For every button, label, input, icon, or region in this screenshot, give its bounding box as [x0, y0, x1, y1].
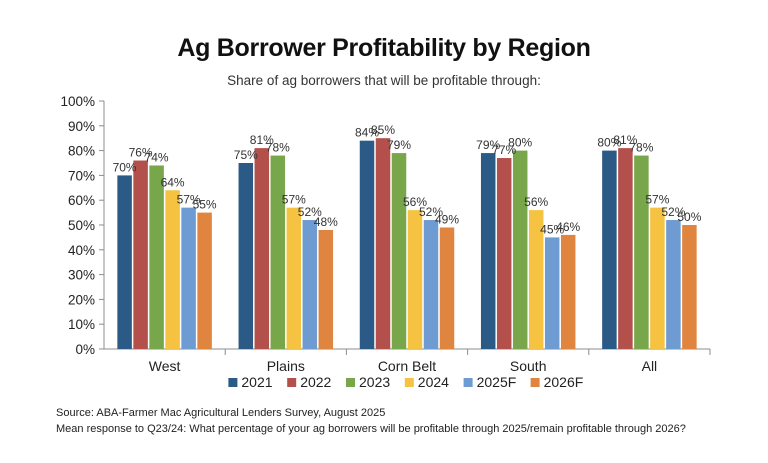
bar — [286, 207, 302, 349]
bar-data-label: 74% — [145, 150, 169, 164]
bar-data-label: 56% — [524, 195, 548, 209]
bar-data-label: 81% — [613, 133, 637, 147]
bar-data-label: 57% — [282, 193, 306, 207]
bar-data-label: 52% — [298, 205, 322, 219]
bar-data-label: 57% — [645, 193, 669, 207]
bar — [496, 158, 512, 349]
y-tick-label: 100% — [60, 94, 95, 109]
chart-axes: 0% 10% 20% 30% 40% 50% 60% 70% 80% 90% 100% West Pla… — [60, 94, 711, 374]
legend-swatch — [404, 378, 414, 387]
y-tick-label: 40% — [68, 243, 95, 258]
bar — [254, 148, 270, 349]
bar — [682, 225, 697, 349]
legend-label: 2021 — [241, 374, 272, 390]
bar-data-label: 49% — [435, 212, 459, 226]
y-tick-label: 90% — [68, 119, 95, 134]
bar — [375, 138, 391, 349]
question-note: Mean response to Q23/24: What percentage… — [56, 423, 686, 435]
bar-data-label: 78% — [629, 141, 653, 155]
bar-data-label: 50% — [677, 210, 701, 224]
bar-data-label: 80% — [508, 136, 532, 150]
bar-data-label: 56% — [403, 195, 427, 209]
bar — [165, 190, 180, 349]
bar-data-label: 70% — [113, 160, 137, 174]
y-tick-label: 0% — [75, 342, 95, 357]
bar-data-label: 76% — [129, 146, 153, 160]
bar-data-label: 57% — [177, 193, 201, 207]
legend-label: 2022 — [300, 374, 331, 390]
bar-data-label: 78% — [266, 141, 290, 155]
bar — [423, 220, 439, 349]
y-tick-label: 10% — [68, 317, 95, 332]
bar — [480, 153, 496, 349]
bar-data-label: 77% — [492, 143, 516, 157]
bar — [149, 165, 164, 349]
legend-label: 2023 — [359, 374, 390, 390]
x-category-label: West — [149, 358, 181, 374]
bar — [666, 220, 681, 349]
chart-data-labels: 70%76%74%64%57%55%75%81%78%57%52%48%84%8… — [113, 123, 702, 236]
bar — [302, 220, 318, 349]
bar — [544, 237, 560, 349]
legend-swatch — [530, 378, 540, 387]
bar — [197, 212, 212, 349]
y-tick-label: 30% — [68, 268, 95, 283]
y-tick-label: 20% — [68, 292, 95, 307]
y-tick-label: 60% — [68, 193, 95, 208]
legend-label: 2025F — [477, 374, 517, 390]
bar — [407, 210, 423, 349]
y-tick-label: 80% — [68, 144, 95, 159]
x-category-label: Plains — [267, 358, 305, 374]
legend-label: 2026F — [544, 374, 584, 390]
legend-swatch — [346, 378, 355, 387]
legend-swatch — [228, 378, 238, 387]
x-category-label: All — [642, 358, 658, 374]
x-category-label: Corn Belt — [378, 358, 436, 374]
bar-data-label: 81% — [250, 133, 274, 147]
bar-data-label: 52% — [419, 205, 443, 219]
bar — [512, 150, 528, 349]
bar-data-label: 48% — [314, 215, 338, 229]
chart-subtitle: Share of ag borrowers that will be profi… — [227, 73, 541, 88]
bar — [439, 227, 455, 349]
bar-data-label: 64% — [161, 175, 185, 189]
chart-title: Ag Borrower Profitability by Region — [177, 34, 591, 62]
bar — [238, 163, 254, 349]
bar — [117, 175, 132, 349]
bar-data-label: 45% — [540, 222, 564, 236]
bar-data-label: 79% — [387, 138, 411, 152]
bar — [618, 148, 633, 349]
x-category-label: South — [510, 358, 547, 374]
bar — [602, 150, 617, 349]
chart-legend: 2021 2022 2023 2024 2025F 2026F — [228, 374, 583, 390]
bar-data-label: 85% — [371, 123, 395, 137]
legend-swatch — [287, 378, 297, 387]
legend-swatch — [463, 378, 473, 387]
bar-data-label: 55% — [193, 198, 217, 212]
bar-data-label: 52% — [661, 205, 685, 219]
bar-data-label: 75% — [234, 148, 258, 162]
bar-data-label: 80% — [597, 136, 621, 150]
bar-data-label: 84% — [355, 126, 379, 140]
bar — [133, 160, 148, 349]
bar-data-label: 46% — [556, 220, 580, 234]
bar — [391, 153, 407, 349]
bar — [318, 229, 334, 349]
legend-label: 2024 — [418, 374, 449, 390]
y-tick-label: 50% — [68, 218, 95, 233]
bar — [359, 140, 375, 349]
bar-data-label: 79% — [476, 138, 500, 152]
source-note: Source: ABA-Farmer Mac Agricultural Lend… — [56, 407, 386, 419]
bar-chart: 0% 10% 20% 30% 40% 50% 60% 70% 80% 90% 100% West Pla… — [60, 94, 711, 390]
bar — [181, 207, 196, 349]
bar — [528, 210, 544, 349]
bar — [650, 207, 665, 349]
bar — [560, 234, 576, 349]
chart-bars — [117, 138, 697, 349]
y-tick-label: 70% — [68, 168, 95, 183]
bar — [270, 155, 286, 349]
bar — [634, 155, 649, 349]
